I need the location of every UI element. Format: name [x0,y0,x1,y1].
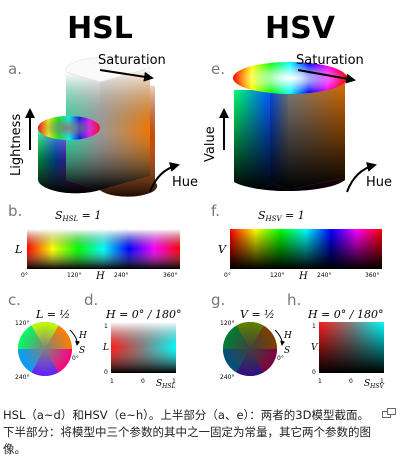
c-tick-240: 240° [15,374,29,381]
hsv-hue-label: Hue [366,175,392,190]
b-title: SHSL = 1 [55,209,101,223]
hsl-hue-wheel [17,321,73,377]
hsv-square [319,322,384,373]
c-tick-0: 0° [72,355,79,362]
d-x-one-right: 1 [172,378,176,385]
c-hue-label: H [78,331,87,341]
d-y-one: 1 [104,323,108,330]
b-tick-0: 0° [21,272,28,279]
d-x-zero: 0 [141,378,145,385]
value-label: Value [203,126,218,162]
magnify-icon[interactable] [382,408,396,419]
panel-letter-h: h. [287,291,301,309]
g-tick-0: 0° [277,355,284,362]
g-hue-arrow [274,329,286,346]
figure-canvas: HSL HSV a. b. c. d. e. f. g. h. Saturati… [8,11,392,390]
caption: HSL（a~d）和HSV（e~h）。上半部分（a、e）：两者的3D模型截面。下半… [0,405,401,462]
f-xlabel: H [298,271,308,282]
h-title: H = 0° / 180° [307,308,384,321]
hsv-saturation-label: Saturation [296,53,364,68]
panel-letter-b: b. [8,202,22,220]
f-title: SHSV = 1 [258,209,305,223]
c-sat-label: S [79,346,85,356]
hsv-hue-arrow [346,162,377,193]
f-tick-120: 120° [270,272,284,279]
b-tick-120: 120° [67,272,81,279]
d-y-zero: 0 [104,369,108,376]
hsl-saturation-label: Saturation [98,53,166,68]
h-x-zero: 0 [349,378,353,385]
hsl-hsv-figure: HSL HSV a. b. c. d. e. f. g. h. Saturati… [8,11,393,390]
caption-text: HSL（a~d）和HSV（e~h）。上半部分（a、e）：两者的3D模型截面。下半… [3,408,371,456]
g-tick-240: 240° [220,374,234,381]
panel-letter-a: a. [8,60,22,78]
d-x-one-left: 1 [110,378,114,385]
f-tick-360: 360° [365,272,379,279]
hsl-title: HSL [67,11,133,46]
b-tick-360: 360° [163,272,177,279]
f-tick-0: 0° [224,272,231,279]
d-ylabel: L [102,343,109,353]
hsl-square [111,322,176,373]
f-tick-240: 240° [317,272,331,279]
h-x-one-right: 1 [380,378,384,385]
hsl-top-cap [65,56,151,83]
b-tick-240: 240° [114,272,128,279]
panel-letter-g: g. [211,291,225,309]
c-hue-arrow [69,329,81,346]
g-hue-label: H [283,331,292,341]
hsv-cylinder [233,62,347,192]
panel-letter-e: e. [211,60,225,78]
lightness-label: Lightness [9,114,24,176]
h-xlabel: SHSV [364,379,385,390]
g-sat-label: S [284,346,290,356]
c-title: L = ½ [35,308,70,321]
b-xlabel: H [95,271,105,282]
g-title: V = ½ [240,308,275,321]
hsv-saturation-arrow [297,69,356,84]
h-y-zero: 0 [312,369,316,376]
hsl-saturation-arrow [99,69,154,82]
b-ylabel: L [14,243,22,256]
hsl-cylinder [37,56,158,197]
hsl-strip [27,229,180,269]
g-tick-120: 120° [220,320,234,327]
d-title: H = 0° / 180° [105,308,182,321]
h-x-one-left: 1 [318,378,322,385]
hsv-strip [230,229,382,269]
c-tick-120: 120° [15,320,29,327]
panel-letter-d: d. [84,291,98,309]
h-ylabel: V [311,343,319,353]
panel-letter-f: f. [211,202,220,220]
d-xlabel: SHSL [156,379,176,390]
f-ylabel: V [218,243,227,256]
hsv-title: HSV [265,11,336,46]
panel-letter-c: c. [8,291,21,309]
hsl-hue-label: Hue [172,175,198,190]
h-y-one: 1 [312,323,316,330]
hsv-hue-wheel [223,321,277,377]
hsl-hue-arrow [149,162,180,193]
